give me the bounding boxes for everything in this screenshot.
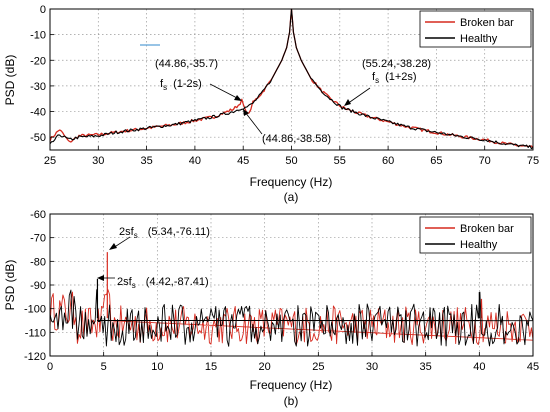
panel-a-xlabel: Frequency (Hz)	[250, 175, 333, 189]
panel-a-xtick-label-4: 45	[237, 155, 249, 167]
panel-b-legend-broken: Broken bar	[460, 223, 514, 235]
arrowhead-fs-right	[344, 99, 351, 106]
annotation-arrows-a	[140, 44, 371, 135]
arrow-fs-left	[209, 83, 240, 100]
annotation-peak-right: (55.24,-38.28)	[362, 58, 431, 70]
panel-b-ylabel: PSD (dB)	[3, 260, 17, 311]
annotation-b-peak-lower: 2sfs (4.42,-87.41)	[117, 276, 209, 290]
panel-a-series	[49, 8, 534, 150]
panel-a-series-healthy	[49, 8, 534, 150]
annotation-b-peak-upper: 2sfs (5.34,-76.11)	[119, 226, 210, 240]
arrowhead-fs-left	[234, 95, 242, 101]
panel-b-ytick-label-1: -70	[30, 233, 46, 245]
arrowhead-b-peak-upper	[109, 243, 117, 250]
annotation-peak-upper: (44.86,-35.7)	[155, 58, 218, 70]
panel-a-legend-broken: Broken bar	[460, 17, 514, 29]
panel-b-ytick-label-5: -110	[25, 327, 46, 339]
panel-a-xtick-label-5: 50	[285, 155, 297, 167]
panel-a-xtick-label-3: 40	[189, 155, 201, 167]
panel-b-xtick-label-6: 30	[366, 361, 378, 373]
panel-a-xtick-label-2: 35	[140, 155, 152, 167]
panel-a-xtick-label-8: 65	[430, 155, 442, 167]
arrowhead-peak-lower	[243, 109, 249, 116]
panel-b-ytick-label-2: -80	[30, 256, 46, 268]
panel-b-ticks: 0 5 10 15 20 25 30 35 40 45 -60 -70 -80 -90 -100 -110 -1…	[24, 209, 539, 373]
panel-b-xtick-label-3: 15	[205, 361, 217, 373]
panel-a-xtick-label-9: 70	[479, 155, 491, 167]
panel-a-legend: Broken bar Healthy	[419, 10, 532, 48]
panel-b-xtick-label-2: 10	[151, 361, 163, 373]
panel-b-xtick-label-5: 25	[312, 361, 324, 373]
panel-a-xtick-label-0: 25	[44, 155, 56, 167]
panel-a-ytick-label-5: -50	[30, 132, 46, 144]
arrowhead-b-peak-lower	[97, 275, 104, 281]
panel-a-ticks: 25 30 35 40 45 50 55 60 65 70 75 0 -10 -20 -30 -40 -50	[30, 4, 539, 167]
panel-a-xtick-label-1: 30	[92, 155, 104, 167]
arrow-fs-right	[346, 87, 371, 105]
panel-b-xtick-label-1: 5	[101, 361, 107, 373]
panel-a-legend-healthy: Healthy	[460, 33, 498, 45]
panel-a-caption: (a)	[284, 190, 299, 204]
annotation-arrows-b	[97, 236, 131, 281]
panel-a-ytick-label-0: 0	[40, 4, 46, 16]
annotation-peak-lower: (44.86,-38.58)	[262, 133, 331, 145]
panel-b-xtick-label-9: 45	[527, 361, 539, 373]
panel-b-ytick-label-4: -100	[24, 304, 46, 316]
annotation-fs-left: fs (1-2s)	[160, 78, 202, 92]
panel-a-ytick-label-1: -10	[30, 30, 46, 42]
panel-b-legend-healthy: Healthy	[460, 239, 498, 251]
panel-b-ytick-label-3: -90	[30, 280, 46, 292]
panel-b-ytick-label-6: -120	[24, 351, 46, 363]
panel-a-xtick-label-6: 55	[334, 155, 346, 167]
panel-a-ytick-label-4: -40	[30, 107, 46, 119]
panel-a-xtick-label-7: 60	[382, 155, 394, 167]
panel-b-legend: Broken bar Healthy	[419, 216, 532, 254]
panel-b-xtick-label-4: 20	[259, 361, 271, 373]
panel-a-ytick-label-2: -20	[30, 55, 46, 67]
panel-b-annotations: 2sfs (5.34,-76.11) 2sfs (4.42,-87.41)	[97, 226, 210, 290]
annotation-fs-right: fs (1+2s)	[372, 71, 417, 85]
panel-b: 0 5 10 15 20 25 30 35 40 45 -60 -70 -80 -90 -100 -110 -1…	[3, 209, 539, 408]
panel-b-xlabel: Frequency (Hz)	[250, 378, 333, 392]
panel-b-xtick-label-0: 0	[47, 361, 53, 373]
panel-a-legend-box	[419, 10, 532, 48]
panel-b-series	[49, 252, 534, 347]
panel-a-ytick-label-3: -30	[30, 81, 46, 93]
panel-a-xtick-label-10: 75	[527, 155, 539, 167]
panel-b-ytick-label-0: -60	[30, 209, 46, 221]
panel-b-series-healthy	[49, 289, 534, 347]
panel-b-xtick-label-8: 40	[473, 361, 485, 373]
panel-b-legend-box	[419, 216, 532, 254]
panel-a-annotations: (44.86,-35.7) fs (1-2s) (44.86,-38.58) (5…	[140, 44, 431, 145]
arrow-peak-lower	[244, 111, 263, 135]
panel-b-caption: (b)	[284, 394, 299, 408]
panel-a: 25 30 35 40 45 50 55 60 65 70 75 0 -10 -20 -30 -40 -50 F…	[3, 4, 539, 204]
panel-a-ylabel: PSD (dB)	[3, 55, 17, 106]
panel-b-xtick-label-7: 35	[420, 361, 432, 373]
